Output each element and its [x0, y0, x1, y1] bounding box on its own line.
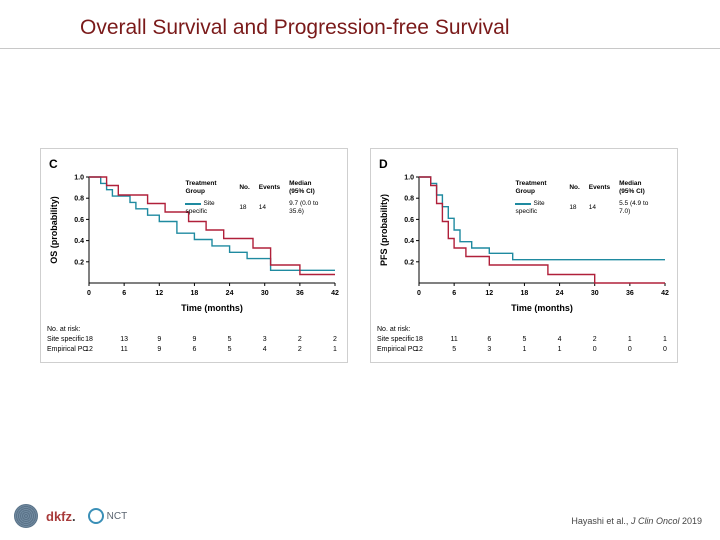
svg-text:0.6: 0.6	[404, 217, 414, 224]
at-risk-title: No. at risk:	[47, 325, 341, 334]
at-risk-row: Empirical PC12 11 9 6 5 4 2 1	[47, 345, 341, 354]
legend: Treatment GroupNo.EventsMedian (95% CI)S…	[182, 177, 335, 221]
nct-logo: NCT	[88, 508, 128, 524]
at-risk-cell: 3	[487, 345, 491, 354]
svg-text:0.2: 0.2	[74, 259, 84, 266]
dkfz-logo-text: dkfz	[46, 509, 72, 524]
citation-journal: J Clin Oncol	[631, 516, 680, 526]
at-risk-table: No. at risk:Site specific1811654211Empir…	[377, 325, 671, 354]
at-risk-cell: 6	[487, 335, 491, 344]
nct-logo-text: NCT	[107, 511, 128, 522]
svg-text:24: 24	[556, 290, 564, 297]
at-risk-cell: 12	[85, 345, 93, 354]
citation-year: 2019	[682, 516, 702, 526]
at-risk-row: Empirical PC12 5 3 1 1 0 0 0	[377, 345, 671, 354]
at-risk-cell: 12	[415, 345, 423, 354]
svg-text:12: 12	[485, 290, 493, 297]
svg-text:42: 42	[331, 290, 339, 297]
dkfz-seal-icon	[14, 504, 38, 528]
svg-text:30: 30	[261, 290, 269, 297]
at-risk-cell: 1	[558, 345, 562, 354]
at-risk-cell: 2	[593, 335, 597, 344]
km-chart: 0.2 0.4 0.6 0.8 1.0 0 6 12 18 24 30 36 42 PFS (probab…	[377, 171, 671, 319]
svg-text:6: 6	[452, 290, 456, 297]
at-risk-cell: 0	[593, 345, 597, 354]
svg-text:0: 0	[417, 290, 421, 297]
at-risk-cell: 0	[663, 345, 667, 354]
svg-text:0: 0	[87, 290, 91, 297]
at-risk-cell: 2	[333, 335, 337, 344]
at-risk-cell: 9	[192, 335, 196, 344]
at-risk-row: Site specific18 13 9 9 5 3 2 2	[47, 335, 341, 344]
at-risk-label: Site specific	[377, 335, 433, 344]
svg-text:6: 6	[122, 290, 126, 297]
at-risk-row: Site specific1811654211	[377, 335, 671, 344]
svg-text:42: 42	[661, 290, 669, 297]
at-risk-cell: 4	[558, 335, 562, 344]
svg-text:0.8: 0.8	[404, 196, 414, 203]
svg-text:PFS (probability): PFS (probability)	[379, 194, 389, 266]
at-risk-cell: 11	[451, 335, 458, 344]
slide: Overall Survival and Progression-free Su…	[0, 0, 720, 540]
svg-text:36: 36	[626, 290, 634, 297]
svg-text:1.0: 1.0	[74, 175, 84, 182]
at-risk-cell: 5	[522, 335, 526, 344]
slide-title: Overall Survival and Progression-free Su…	[80, 16, 510, 40]
panel-letter: C	[49, 157, 341, 171]
at-risk-cell: 5	[228, 335, 232, 344]
svg-text:30: 30	[591, 290, 599, 297]
survival-panel-d: D0.20.40.60.81.006121824303642PFS (proba…	[370, 148, 678, 363]
at-risk-cell: 1	[333, 345, 337, 354]
at-risk-cell: 11	[121, 345, 128, 354]
survival-panel-c: C0.20.40.60.81.006121824303642OS (probab…	[40, 148, 348, 363]
at-risk-table: No. at risk:Site specific1813995322Empir…	[47, 325, 341, 354]
at-risk-cell: 13	[120, 335, 128, 344]
km-chart-svg: 0.2 0.4 0.6 0.8 1.0 0 6 12 18 24 30 36 42 PFS (probab…	[377, 171, 671, 319]
at-risk-cell: 9	[157, 335, 161, 344]
svg-text:24: 24	[226, 290, 234, 297]
svg-text:18: 18	[191, 290, 199, 297]
at-risk-cell: 18	[85, 335, 93, 344]
svg-text:12: 12	[155, 290, 163, 297]
km-chart: 0.2 0.4 0.6 0.8 1.0 0 6 12 18 24 30 36 42 OS (probabi…	[47, 171, 341, 319]
at-risk-cell: 0	[628, 345, 632, 354]
dkfz-logo: dkfz.	[46, 509, 76, 524]
svg-text:18: 18	[521, 290, 529, 297]
at-risk-cell: 2	[298, 345, 302, 354]
at-risk-cell: 4	[263, 345, 267, 354]
citation-authors: Hayashi et al.,	[571, 516, 628, 526]
svg-text:OS (probability): OS (probability)	[49, 196, 59, 264]
at-risk-cell: 9	[157, 345, 161, 354]
footer-logos: dkfz. NCT	[14, 504, 127, 528]
legend: Treatment GroupNo.EventsMedian (95% CI)S…	[512, 177, 665, 221]
panels-container: C0.20.40.60.81.006121824303642OS (probab…	[40, 148, 678, 363]
svg-text:1.0: 1.0	[404, 175, 414, 182]
svg-text:0.2: 0.2	[404, 259, 414, 266]
at-risk-cell: 5	[228, 345, 232, 354]
nct-ring-icon	[88, 508, 104, 524]
svg-text:0.4: 0.4	[404, 238, 414, 245]
panel-letter: D	[379, 157, 671, 171]
at-risk-cell: 1	[522, 345, 526, 354]
svg-text:0.4: 0.4	[74, 238, 84, 245]
at-risk-cell: 5	[452, 345, 456, 354]
at-risk-cell: 2	[298, 335, 302, 344]
at-risk-cell: 3	[263, 335, 267, 344]
svg-text:Time (months): Time (months)	[181, 303, 243, 313]
at-risk-label: Site specific	[47, 335, 103, 344]
at-risk-title: No. at risk:	[377, 325, 671, 334]
at-risk-label: Empirical PC	[377, 345, 433, 354]
at-risk-label: Empirical PC	[47, 345, 103, 354]
svg-text:Time (months): Time (months)	[511, 303, 573, 313]
svg-text:0.8: 0.8	[74, 196, 84, 203]
at-risk-cell: 1	[663, 335, 667, 344]
at-risk-cell: 6	[192, 345, 196, 354]
at-risk-cell: 1	[628, 335, 632, 344]
title-divider	[0, 48, 720, 49]
svg-text:36: 36	[296, 290, 304, 297]
svg-text:0.6: 0.6	[74, 217, 84, 224]
citation: Hayashi et al., J Clin Oncol 2019	[571, 516, 702, 526]
at-risk-cell: 18	[415, 335, 423, 344]
km-chart-svg: 0.2 0.4 0.6 0.8 1.0 0 6 12 18 24 30 36 42 OS (probabi…	[47, 171, 341, 319]
